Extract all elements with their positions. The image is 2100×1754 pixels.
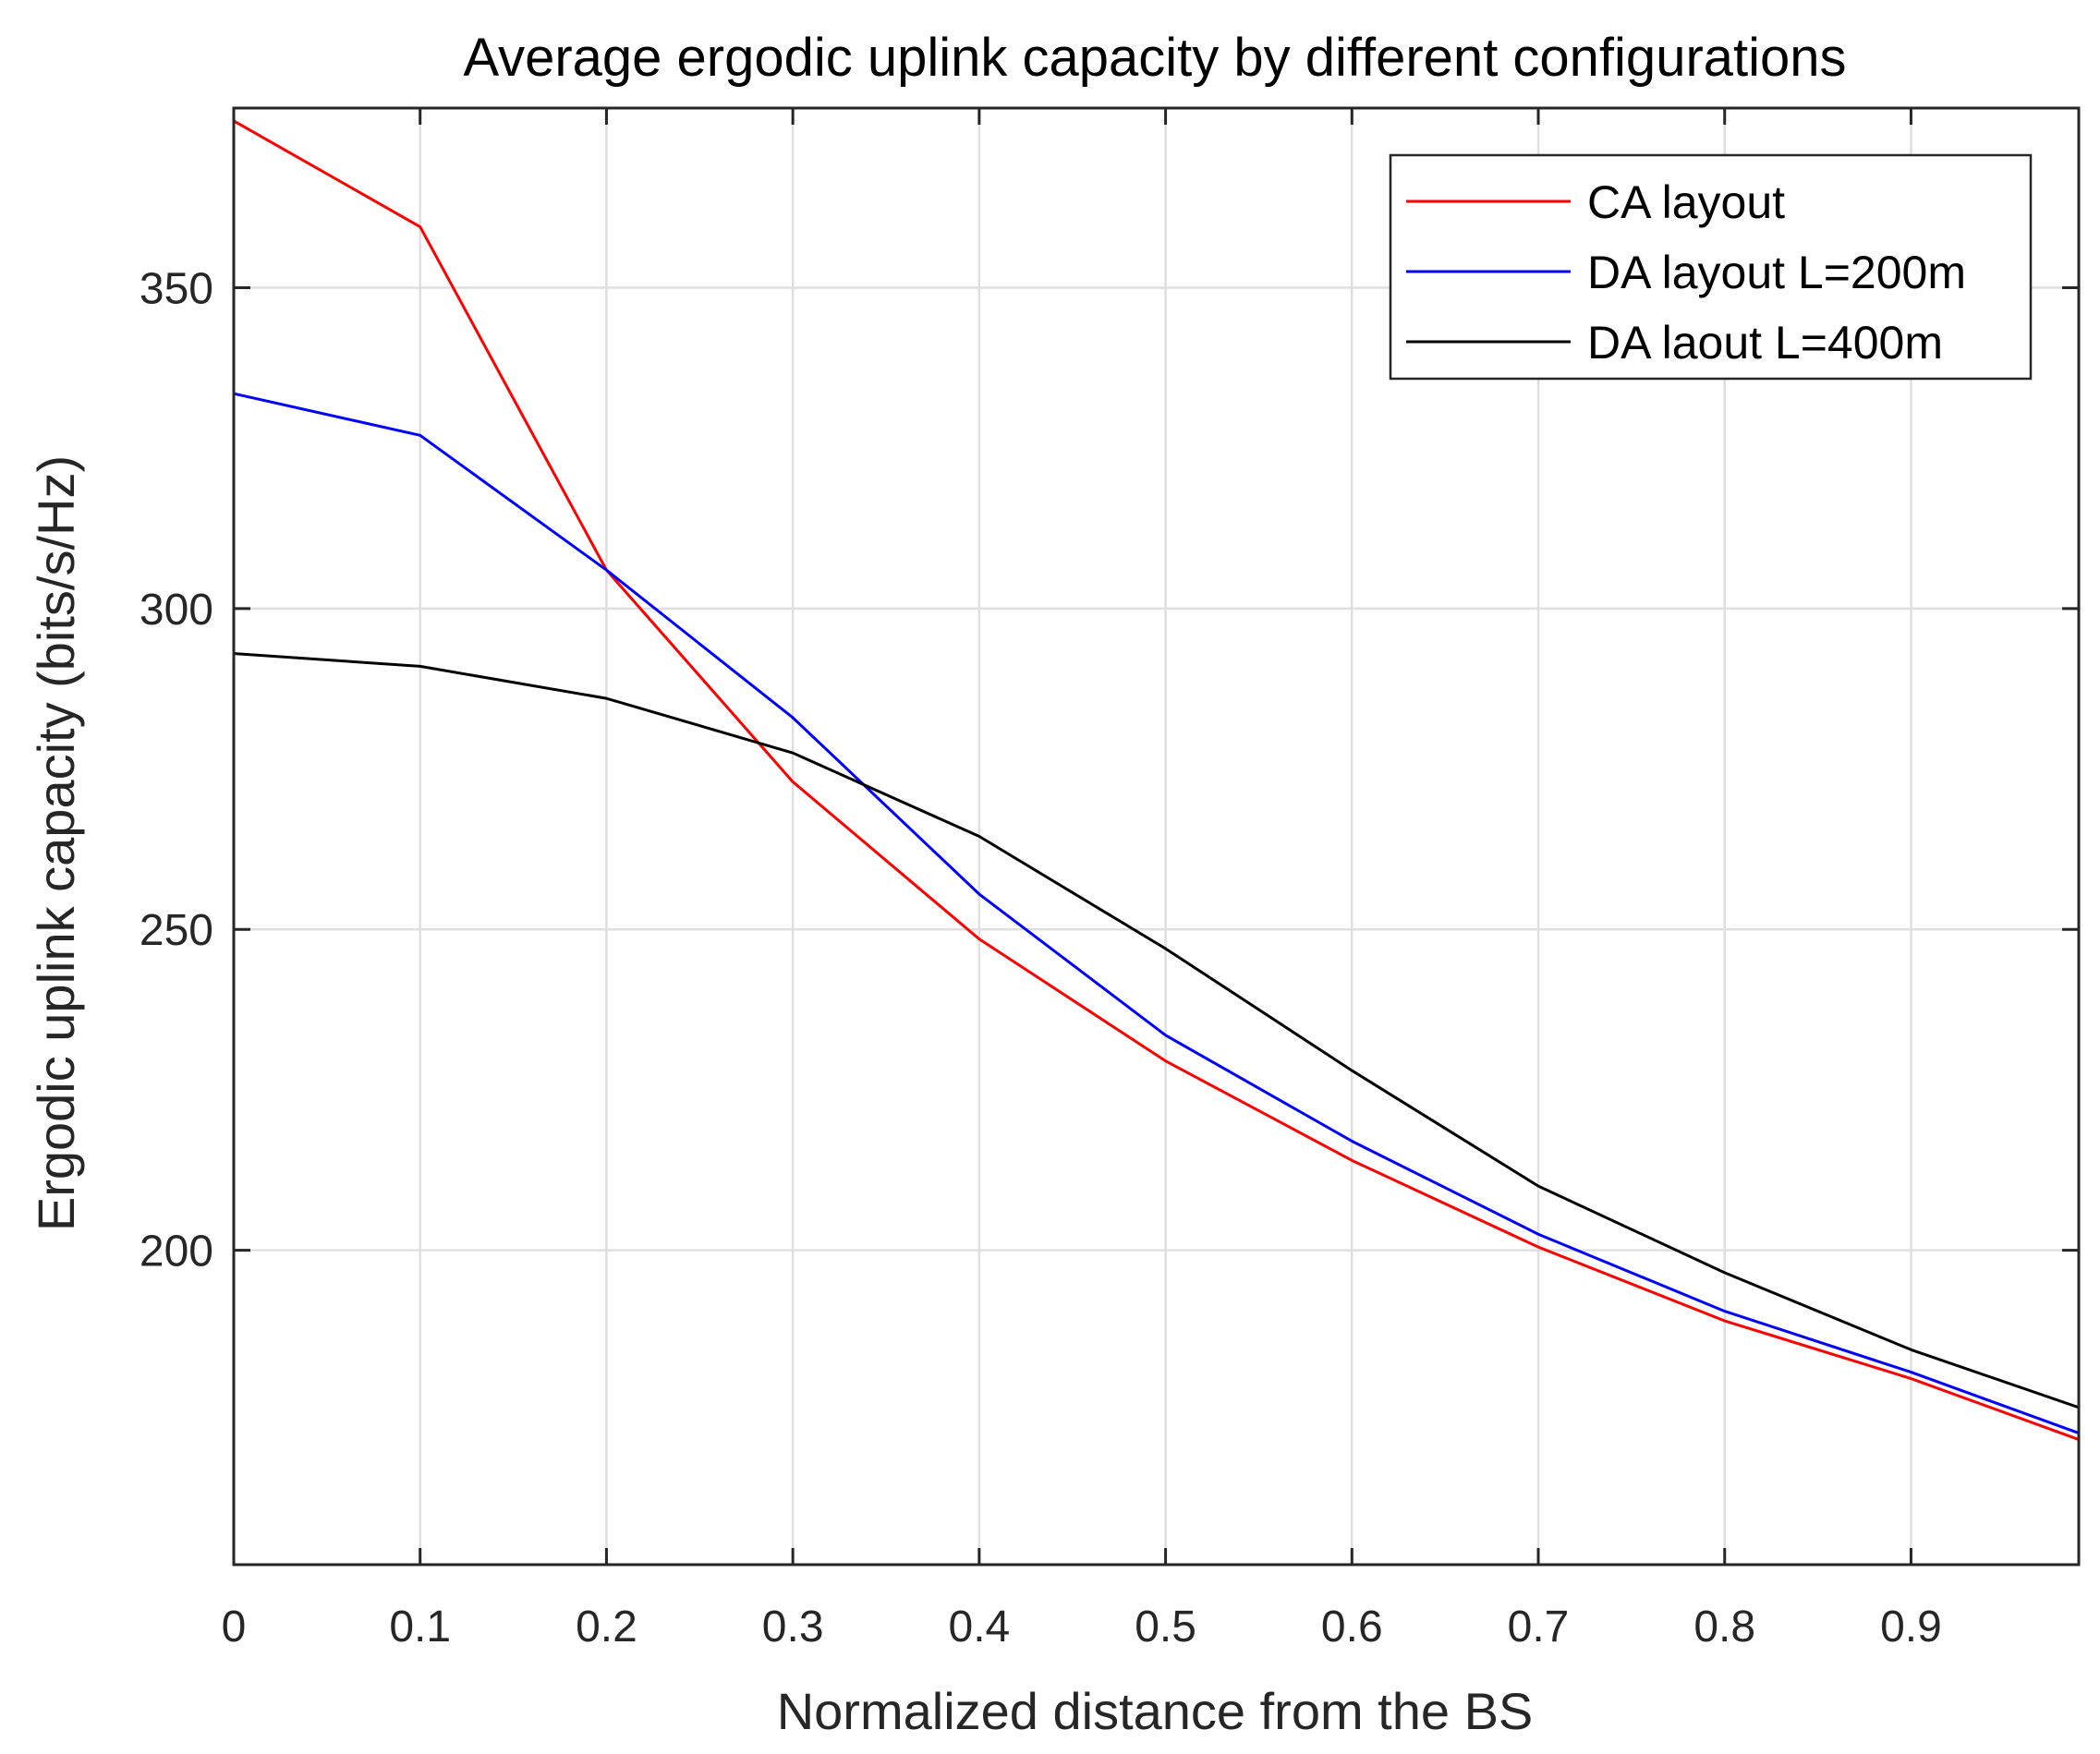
y-tick-label: 250 [140, 906, 213, 955]
y-tick-label: 200 [140, 1228, 213, 1276]
x-tick-label: 0.5 [1135, 1603, 1196, 1651]
x-tick-label: 0.6 [1321, 1603, 1383, 1651]
x-tick-label: 0.4 [949, 1603, 1011, 1651]
legend: CA layout DA layout L=200m DA laout L=400m [1389, 153, 2033, 381]
chart-title: Average ergodic uplink capacity by diffe… [463, 28, 1846, 88]
series-line-1 [233, 119, 2080, 1441]
legend-label-1: CA layout [1587, 176, 1785, 228]
x-tick-label: 0.8 [1693, 1603, 1755, 1651]
x-tick-label: 0.9 [1880, 1603, 1942, 1651]
series-line-3 [233, 652, 2080, 1409]
x-axis-label: Normalized distance from the BS [777, 1682, 1534, 1740]
x-tick-label: 0.2 [576, 1603, 637, 1651]
series-line-2 [233, 392, 2080, 1434]
legend-label-2: DA layout L=200m [1587, 247, 1966, 298]
axis-ticks: 0 0.1 0.2 0.3 0.4 0.5 0.6 0.7 0.8 0.9 200 250 300 350 [140, 108, 2079, 1651]
y-tick-label: 350 [140, 265, 213, 314]
x-tick-label: 0 [222, 1603, 247, 1651]
legend-label-3: DA laout L=400m [1587, 317, 1943, 369]
plot-frame [232, 106, 2081, 1567]
x-tick-label: 0.7 [1508, 1603, 1570, 1651]
x-tick-label: 0.1 [389, 1603, 451, 1651]
y-axis-label: Ergodic uplink capacity (bits/s/Hz) [27, 455, 85, 1231]
series-lines [233, 119, 2080, 1441]
x-tick-label: 0.3 [762, 1603, 824, 1651]
y-tick-label: 300 [140, 586, 213, 635]
